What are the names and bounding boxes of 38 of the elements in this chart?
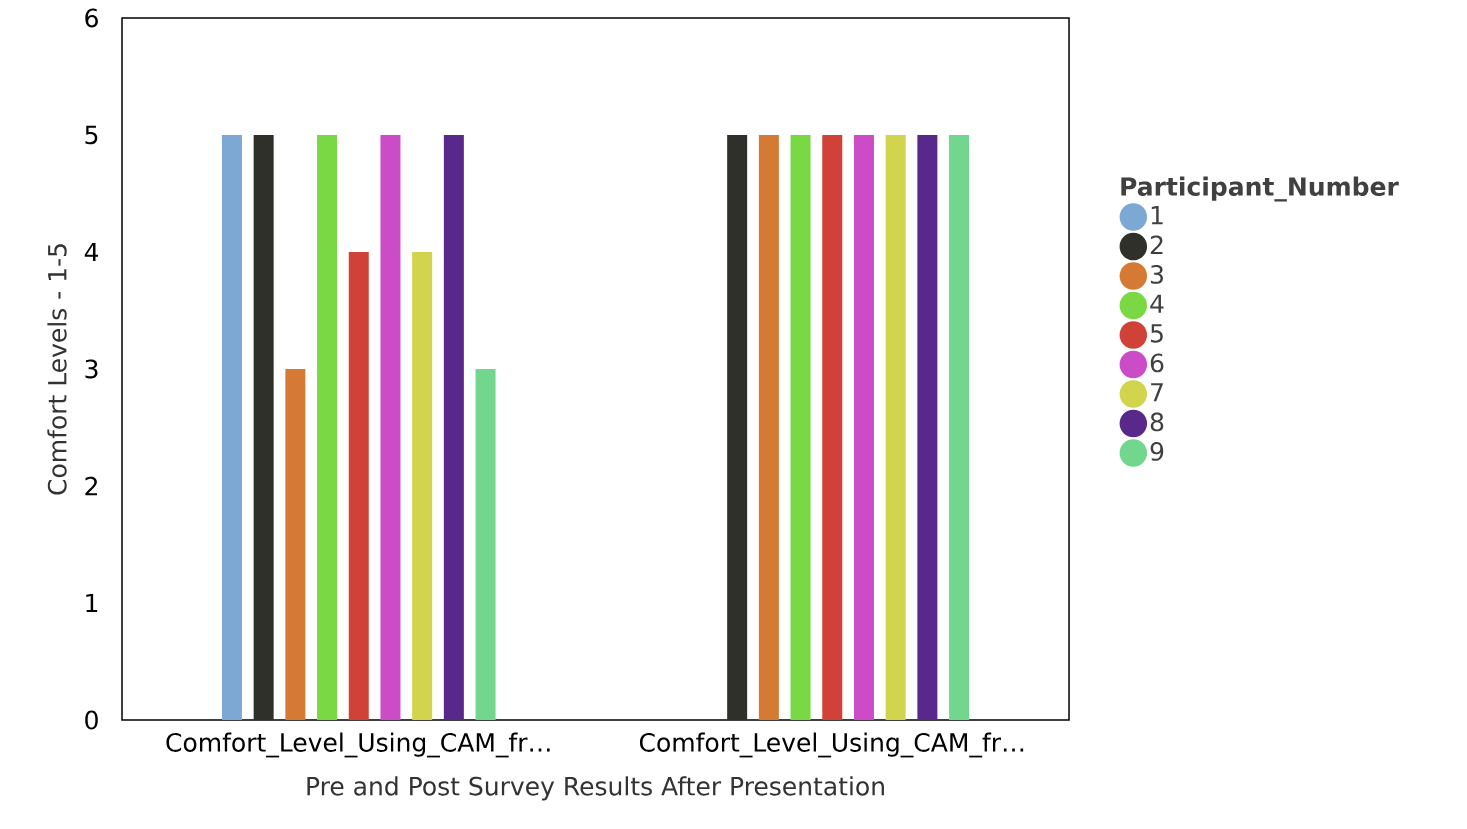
legend-label: 8 [1150,412,1164,432]
y-tick-label: 4 [84,242,99,262]
x-axis-title: Pre and Post Survey Results After Presentation [307,776,884,801]
bar [253,134,274,720]
y-tick-label: 5 [85,125,98,145]
legend-label: 3 [1150,264,1163,284]
x-tick-label: Comfort_Level_Using_CAM_fr… [639,732,1024,758]
legend-label: 5 [1150,324,1163,343]
legend-title: Participant_Number [1121,176,1399,202]
bar [790,134,811,720]
bar [443,134,464,720]
bar [853,134,874,720]
bar [380,134,401,720]
y-axis-title: Comfort Levels - 1-5 [47,244,67,495]
bar [221,134,242,720]
legend-label: 4 [1150,294,1164,313]
legend-label: 6 [1150,353,1164,373]
bar [285,368,306,720]
bar [758,134,779,720]
bar [412,251,433,720]
legend-label: 9 [1150,441,1164,461]
bar [317,134,338,720]
bar [475,368,496,720]
bar [949,134,970,720]
bar [348,251,369,720]
y-tick-label: 6 [85,8,98,28]
y-tick-label: 0 [85,710,98,730]
bar [885,134,906,720]
y-tick-label: 3 [85,359,98,379]
y-tick-label: 1 [86,593,98,613]
bar [822,134,843,720]
legend-label: 7 [1151,383,1163,402]
x-tick-label: Comfort_Level_Using_CAM_fr… [166,732,550,758]
y-tick-label: 2 [85,476,97,496]
legend-label: 1 [1151,206,1163,225]
legend-label: 2 [1150,235,1163,255]
bar [917,134,938,720]
bar [727,134,748,720]
